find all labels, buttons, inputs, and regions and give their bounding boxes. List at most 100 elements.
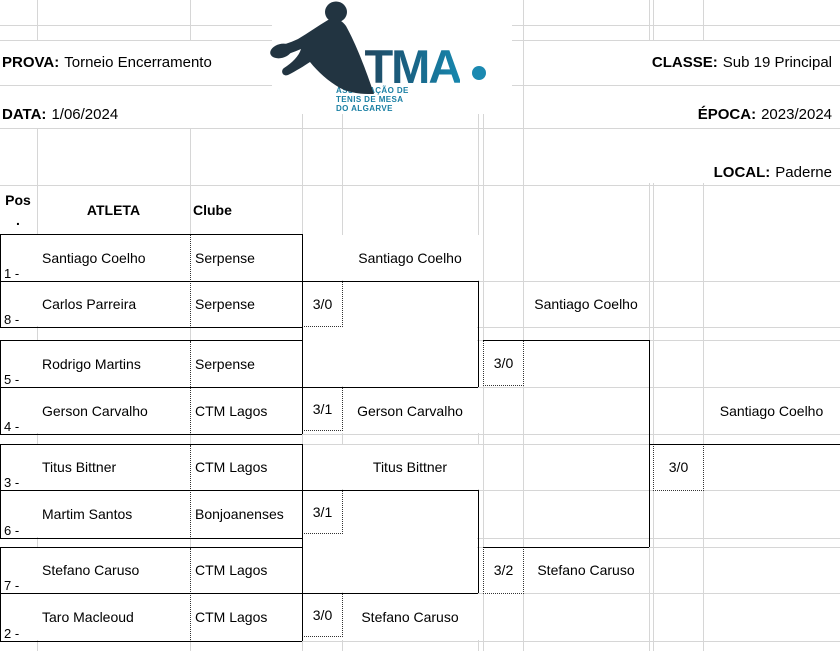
bracket-border-line xyxy=(649,444,840,445)
athlete-name: Santiago Coelho xyxy=(42,249,146,266)
bracket-border-line xyxy=(0,538,302,539)
bracket-border-line xyxy=(0,387,478,388)
bracket-border-line xyxy=(0,444,302,445)
column-header-pos: Pos . xyxy=(5,192,31,228)
athlete-name: Titus Bittner xyxy=(42,459,117,475)
bracket-border-line xyxy=(0,547,1,641)
data-label: DATA: xyxy=(2,105,47,123)
match-score: 3/0 xyxy=(483,340,524,386)
club-column-divider xyxy=(190,235,191,326)
merged-cell-background xyxy=(524,41,840,85)
logo-dot-icon xyxy=(472,66,486,80)
club-column-divider xyxy=(190,548,191,640)
local-field: LOCAL: Paderne xyxy=(524,154,832,190)
local-label: LOCAL: xyxy=(713,163,771,181)
match-score: 3/0 xyxy=(302,593,343,637)
bracket-border-line xyxy=(483,547,649,548)
bracket-border-line xyxy=(0,327,302,328)
bracket-border-line xyxy=(0,444,1,538)
match-score: 3/2 xyxy=(483,547,524,594)
classe-field: CLASSE: Sub 19 Principal xyxy=(524,44,832,80)
logo-tagline-line: TENIS DE MESA xyxy=(336,95,404,104)
gridline-vertical xyxy=(523,0,524,651)
bracket-border-line xyxy=(649,340,650,547)
athlete-club: CTM Lagos xyxy=(195,402,268,419)
seed-label: 4 - xyxy=(4,419,20,434)
merged-cell-background xyxy=(339,388,479,433)
seed-label: 2 - xyxy=(4,626,20,641)
classe-label: CLASSE: xyxy=(651,53,718,71)
gridline-vertical xyxy=(483,0,484,651)
merged-cell-background xyxy=(1,548,301,640)
bracket-sf-winner: Santiago Coelho xyxy=(534,296,638,312)
prova-label: PROVA: xyxy=(2,53,60,71)
gridline-horizontal xyxy=(0,185,840,186)
merged-cell-background xyxy=(339,594,479,640)
gridline-vertical xyxy=(649,0,650,651)
local-value: Paderne xyxy=(775,163,832,181)
epoca-field: ÉPOCA: 2023/2024 xyxy=(524,96,832,132)
bracket-sf-winner: Stefano Caruso xyxy=(537,562,635,578)
bracket-r2-winner: Gerson Carvalho xyxy=(357,402,463,419)
bracket-border-line xyxy=(0,234,302,235)
gridline-horizontal xyxy=(0,434,840,435)
match-score: 3/1 xyxy=(302,490,343,534)
bracket-border-line xyxy=(302,234,303,434)
bracket-border-line xyxy=(478,281,479,387)
column-header-atleta: ATLETA xyxy=(86,201,141,218)
merged-cell-background xyxy=(524,282,648,326)
seed-label: 1 - xyxy=(4,266,20,281)
match-score: 3/0 xyxy=(653,444,704,491)
athlete-club: CTM Lagos xyxy=(195,609,268,625)
bracket-r2-winner: Titus Bittner xyxy=(372,459,448,475)
merged-cell-background xyxy=(1,445,301,537)
bracket-border-line xyxy=(0,281,478,282)
table-tennis-player-icon xyxy=(270,1,374,94)
seed-label: 5 - xyxy=(4,372,20,387)
data-value: 1/06/2024 xyxy=(51,105,119,123)
seed-label: 7 - xyxy=(4,578,20,593)
bracket-r2-winner: Stefano Caruso xyxy=(361,609,459,625)
gridline-horizontal xyxy=(0,641,840,642)
merged-cell-background xyxy=(524,129,840,183)
gridline-vertical xyxy=(703,0,704,651)
prova-field: PROVA: Torneio Encerramento xyxy=(2,44,302,80)
athlete-name: Stefano Caruso xyxy=(42,562,140,578)
data-field: DATA: 1/06/2024 xyxy=(2,96,302,132)
bracket-border-line xyxy=(0,234,1,327)
classe-value: Sub 19 Principal xyxy=(722,53,832,71)
bracket-border-line xyxy=(0,434,302,435)
seed-label: 8 - xyxy=(4,312,20,327)
gridline-vertical xyxy=(653,0,654,651)
athlete-name: Taro Macleoud xyxy=(42,609,134,625)
bracket-border-line xyxy=(478,490,479,593)
bracket-border-line xyxy=(0,593,478,594)
epoca-label: ÉPOCA: xyxy=(697,105,757,123)
athlete-name: Gerson Carvalho xyxy=(42,402,148,419)
seed-label: 3 - xyxy=(4,475,20,490)
gridline-horizontal xyxy=(0,444,840,445)
athlete-name: Martim Santos xyxy=(42,506,133,522)
match-score: 3/1 xyxy=(302,387,343,431)
epoca-value: 2023/2024 xyxy=(761,105,832,123)
gridline-horizontal xyxy=(0,128,840,129)
bracket-border-line xyxy=(0,641,302,642)
bracket-r2-winner: Santiago Coelho xyxy=(358,249,462,266)
bracket-border-line xyxy=(302,444,303,641)
column-header-clube: Clube xyxy=(193,201,232,218)
merged-cell-background xyxy=(0,41,300,85)
seed-label: 6 - xyxy=(4,523,20,538)
athlete-club: Serpense xyxy=(195,249,255,266)
athlete-club: CTM Lagos xyxy=(195,459,268,475)
club-column-divider xyxy=(190,445,191,537)
athlete-name: Carlos Parreira xyxy=(42,296,137,312)
athlete-name: Rodrigo Martins xyxy=(42,355,141,372)
merged-cell-background xyxy=(339,445,479,489)
bracket-champion: Santiago Coelho xyxy=(719,402,824,419)
merged-cell-background xyxy=(704,388,839,433)
athlete-club: Serpense xyxy=(195,296,255,312)
bracket-border-line xyxy=(0,547,302,548)
merged-cell-background xyxy=(524,548,648,592)
prova-value: Torneio Encerramento xyxy=(64,53,212,71)
